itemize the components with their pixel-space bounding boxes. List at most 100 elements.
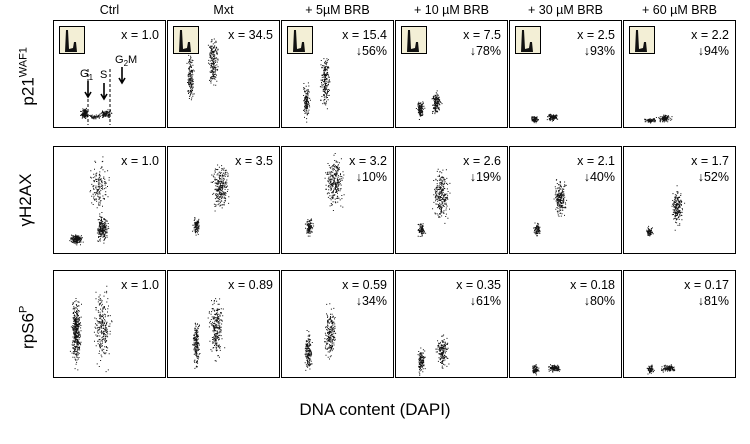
fold-change-value: x = 0.17 (684, 278, 729, 292)
dna-histogram-inset (401, 26, 427, 54)
scatter-points (192, 164, 230, 236)
scatter-panel: x = 34.5 (167, 20, 280, 128)
scatter-panel: x = 15.4 ↓56% (281, 20, 394, 128)
histogram-icon (176, 30, 196, 52)
percent-reduction: ↓93% (583, 44, 615, 58)
histogram-icon (62, 30, 82, 52)
scatter-points (417, 168, 451, 237)
scatter-panel: G1 S G2M x = 1.0 (53, 20, 166, 128)
scatter-panel: x = 2.1 ↓40% (509, 146, 622, 254)
scatter-points (303, 58, 331, 123)
scatter-points (69, 285, 113, 373)
column-header: + 10 µM BRB (414, 3, 489, 17)
cell-events (303, 58, 331, 123)
phase-arrow-icon (118, 67, 126, 85)
phase-label-g1-sub: 1 (88, 73, 94, 83)
fold-change-value: x = 2.1 (577, 154, 615, 168)
fold-change-value: x = 0.89 (228, 278, 273, 292)
scatter-points (533, 179, 568, 237)
column-header: Ctrl (99, 3, 120, 17)
fold-change-value: x = 3.2 (349, 154, 387, 168)
scatter-points (69, 156, 110, 246)
percent-reduction: ↓94% (697, 44, 729, 58)
phase-label-g2m-sub: 2 (123, 59, 129, 69)
scatter-points (646, 185, 686, 237)
percent-reduction: ↓52% (697, 170, 729, 184)
fold-change-value: x = 1.0 (121, 154, 159, 168)
percent-reduction: ↓56% (355, 44, 387, 58)
fold-change-value: x = 0.18 (570, 278, 615, 292)
fold-change-value: x = 3.5 (235, 154, 273, 168)
fold-change-value: x = 2.5 (577, 28, 615, 42)
scatter-points (192, 298, 226, 369)
scatter-panel: x = 0.17 ↓81% (623, 270, 736, 378)
scatter-points (644, 114, 673, 124)
row-label: γH2AX (16, 140, 36, 260)
phase-label-g1-main: G (80, 68, 89, 80)
phase-label-s: S (100, 69, 108, 81)
column-header: + 60 µM BRB (642, 3, 717, 17)
percent-reduction: ↓61% (469, 294, 501, 308)
phase-gates (84, 67, 126, 125)
row-label-superscript: P (17, 305, 30, 314)
fold-change-value: x = 2.6 (463, 154, 501, 168)
dna-histogram-inset (515, 26, 541, 54)
cell-events (80, 107, 113, 120)
percent-reduction: ↓19% (469, 170, 501, 184)
scatter-panel: x = 7.5 ↓78% (395, 20, 508, 128)
row-label-main: rpS6 (18, 313, 38, 349)
fold-change-value: x = 15.4 (342, 28, 387, 42)
scatter-panel: x = 2.6 ↓19% (395, 146, 508, 254)
cell-events (533, 179, 568, 237)
cell-events (532, 364, 561, 376)
histogram-icon (518, 30, 538, 52)
histogram-icon (404, 30, 424, 52)
histogram-shape (176, 30, 196, 52)
dna-histogram-inset (173, 26, 199, 54)
scatter-panel: x = 0.35 ↓61% (395, 270, 508, 378)
scatter-panel: x = 2.2 ↓94% (623, 20, 736, 128)
scatter-panel: x = 1.0 (53, 270, 166, 378)
fold-change-value: x = 7.5 (463, 28, 501, 42)
scatter-panel: x = 1.7 ↓52% (623, 146, 736, 254)
x-axis-title: DNA content (DAPI) (299, 400, 451, 419)
histogram-shape (62, 30, 82, 52)
cell-events (417, 334, 450, 376)
percent-reduction: ↓34% (355, 294, 387, 308)
percent-reduction: ↓80% (583, 294, 615, 308)
histogram-shape (290, 30, 310, 52)
cell-events (192, 164, 230, 236)
cell-events (646, 185, 686, 237)
column-header: + 5µM BRB (305, 3, 370, 17)
cell-events (644, 114, 673, 124)
scatter-points (531, 113, 559, 124)
percent-reduction: ↓10% (355, 170, 387, 184)
fold-change-value: x = 1.0 (121, 278, 159, 292)
histogram-shape (632, 30, 652, 52)
scatter-panel: x = 0.18 ↓80% (509, 270, 622, 378)
cell-events (304, 303, 337, 371)
scatter-panel: x = 1.0 (53, 146, 166, 254)
percent-reduction: ↓40% (583, 170, 615, 184)
cell-events (415, 90, 443, 120)
scatter-points (415, 90, 443, 120)
histogram-icon (290, 30, 310, 52)
dna-histogram-inset (59, 26, 85, 54)
fold-change-value: x = 1.0 (121, 28, 159, 42)
cell-events (646, 364, 676, 375)
phase-arrow-icon (84, 81, 92, 99)
phase-label-g2m-post: M (128, 54, 138, 66)
fold-change-value: x = 2.2 (691, 28, 729, 42)
percent-reduction: ↓78% (469, 44, 501, 58)
fold-change-value: x = 0.59 (342, 278, 387, 292)
cell-events (192, 298, 226, 369)
row-label-main: γH2AX (16, 173, 35, 227)
percent-reduction: ↓81% (697, 294, 729, 308)
phase-label-g2m-pre: G (115, 54, 124, 66)
scatter-panel: x = 3.5 (167, 146, 280, 254)
phase-label-g1: G1 (80, 68, 93, 84)
phase-arrow-icon (100, 83, 108, 101)
scatter-points (646, 364, 676, 375)
scatter-points (80, 107, 113, 120)
